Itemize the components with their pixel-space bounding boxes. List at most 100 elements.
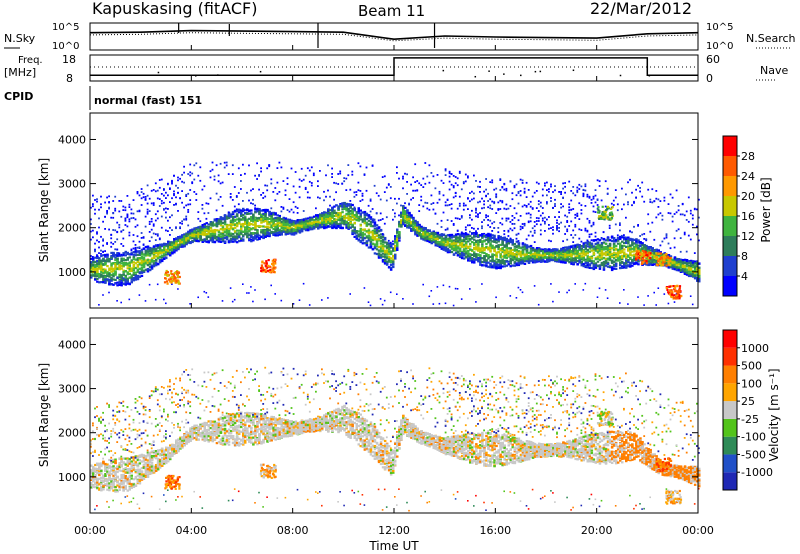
data-cell — [209, 223, 213, 226]
data-cell — [462, 249, 466, 252]
data-cell — [469, 230, 471, 233]
data-cell — [408, 217, 411, 220]
data-cell — [274, 293, 276, 295]
data-cell — [199, 226, 202, 229]
data-cell — [339, 212, 342, 215]
data-cell — [292, 229, 296, 232]
data-cell — [363, 228, 367, 231]
data-cell — [493, 201, 496, 203]
data-cell — [276, 233, 279, 236]
data-cell — [505, 243, 508, 246]
data-cell — [270, 221, 273, 224]
data-cell — [132, 255, 136, 259]
data-cell — [96, 280, 99, 283]
data-cell — [288, 225, 292, 229]
data-cell — [383, 245, 387, 248]
data-cell — [217, 219, 221, 222]
data-cell — [359, 240, 362, 243]
data-cell — [254, 234, 257, 237]
data-cell — [100, 262, 103, 265]
data-cell — [525, 256, 529, 259]
data-cell — [359, 190, 362, 192]
data-cell — [223, 216, 227, 219]
data-cell — [377, 227, 380, 230]
data-cell — [511, 223, 514, 225]
data-cell — [108, 201, 110, 204]
data-cell — [223, 234, 227, 237]
data-cell — [533, 252, 537, 255]
data-cell — [456, 238, 460, 241]
data-cell — [302, 222, 306, 225]
data-cell — [434, 235, 437, 238]
data-cell — [521, 262, 525, 265]
data-cell — [317, 227, 320, 230]
data-cell — [213, 236, 217, 240]
data-cell — [471, 218, 473, 221]
data-cell — [118, 210, 121, 213]
data-cell — [140, 197, 143, 200]
data-cell — [434, 187, 437, 190]
data-cell — [428, 232, 431, 235]
data-cell — [333, 209, 336, 212]
data-cell — [479, 263, 482, 266]
data-cell — [454, 176, 457, 178]
data-cell — [432, 208, 435, 211]
data-cell — [509, 260, 512, 263]
data-cell — [173, 238, 176, 241]
data-cell — [505, 203, 508, 206]
data-cell — [412, 217, 415, 220]
data-cell — [270, 225, 273, 228]
data-cell — [240, 225, 243, 228]
data-cell — [124, 259, 127, 262]
data-cell — [167, 194, 169, 197]
data-cell — [156, 263, 160, 266]
data-cell — [304, 223, 308, 226]
data-cell — [96, 262, 99, 265]
data-cell — [359, 218, 362, 221]
data-cell — [144, 198, 147, 200]
data-cell — [481, 245, 484, 248]
data-cell — [513, 207, 516, 210]
data-cell — [511, 239, 514, 242]
data-cell — [450, 241, 454, 245]
data-cell — [110, 265, 113, 268]
data-cell — [479, 200, 481, 203]
data-cell — [106, 242, 108, 244]
data-cell — [343, 217, 346, 220]
data-cell — [207, 212, 210, 214]
data-cell — [252, 215, 255, 218]
data-cell — [219, 235, 223, 238]
data-cell — [353, 216, 356, 219]
data-cell — [521, 179, 524, 182]
data-cell — [529, 220, 532, 223]
data-cell — [341, 182, 344, 185]
data-cell — [219, 238, 223, 241]
data-cell — [122, 282, 125, 285]
data-cell — [477, 260, 480, 263]
data-cell — [432, 241, 435, 244]
data-cell — [165, 216, 167, 219]
data-cell — [205, 237, 208, 240]
data-cell — [444, 302, 447, 305]
data-cell — [477, 253, 480, 256]
data-cell — [298, 231, 302, 234]
data-cell — [487, 232, 490, 235]
data-cell — [163, 298, 165, 301]
data-cell — [325, 217, 328, 220]
data-cell — [244, 220, 247, 224]
data-cell — [517, 232, 520, 235]
data-cell — [428, 237, 431, 241]
data-cell — [237, 209, 241, 213]
data-cell — [211, 168, 214, 171]
data-cell — [264, 217, 267, 220]
data-cell — [242, 213, 245, 217]
data-cell — [114, 248, 117, 251]
data-cell — [341, 218, 344, 221]
data-cell — [452, 239, 456, 242]
data-cell — [104, 253, 106, 256]
data-cell — [523, 243, 527, 246]
data-cell — [294, 171, 297, 173]
data-cell — [365, 222, 369, 225]
data-cell — [422, 238, 425, 241]
data-cell — [142, 256, 146, 259]
